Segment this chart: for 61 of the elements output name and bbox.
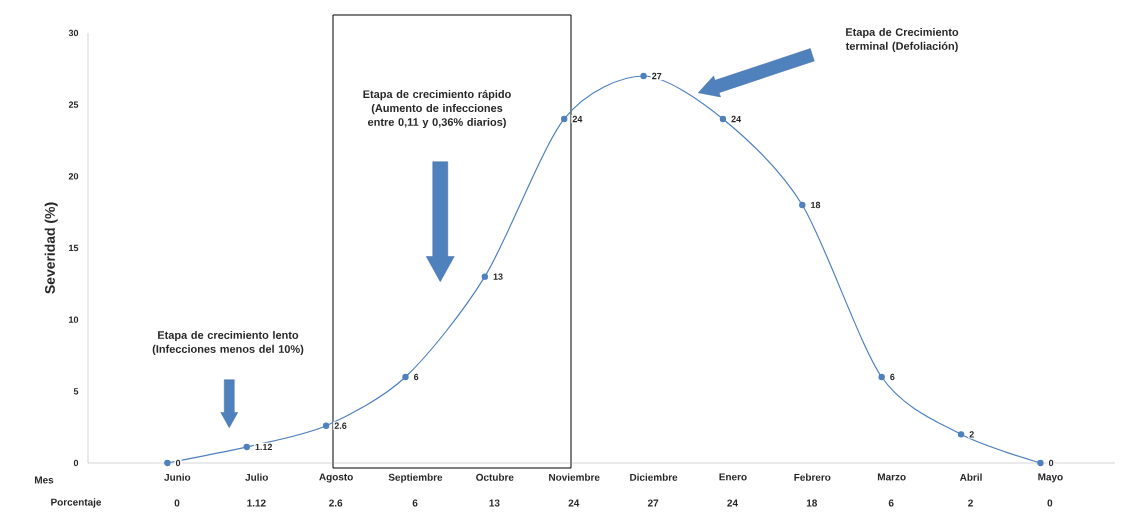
x-tick-label: Marzo [877,473,906,481]
text: 27 [647,499,659,507]
text: 24 [727,499,738,507]
point [878,373,885,381]
data-label: 2 [969,431,974,438]
data-label: 24 [731,115,742,123]
point [957,431,965,438]
text: Mes [34,476,54,484]
text: 6 [888,499,894,507]
x-tick-label: Junio [164,473,191,481]
point [164,459,171,467]
text: 2 [968,499,973,507]
y-tick-label: 20 [68,173,79,180]
y-tick-label: 30 [68,29,79,37]
x-tick-label: Noviembre [549,473,600,481]
x-tick-label: Mayo [1038,473,1063,483]
x-tick-label: Septiembre [388,473,443,483]
x-tick-label: Febrero [794,473,831,481]
point [243,443,250,451]
point [322,422,330,429]
x-tick-label: Abril [959,473,982,481]
text: 2.6 [329,499,343,507]
data-label: 6 [413,373,419,381]
text: 6 [412,499,418,507]
data-label: 27 [652,72,662,80]
annotation: Etapa de crecimiento rápido (Aumento de infecciones entre 0,11 y 0,36% diarios) [363,89,511,129]
point [561,115,568,123]
data-label: 18 [811,201,821,209]
text: 0 [1047,499,1053,507]
y-axis-title: Severidad (%) [44,202,58,294]
x-tick-label: Diciembre [630,473,678,481]
point [640,72,647,80]
point [799,201,806,209]
text: 1.12 [247,499,266,507]
y-tick-label: 5 [73,388,79,395]
x-tick-label: Octubre [476,473,514,481]
data-label: 0 [175,459,181,467]
x-tick-label: Enero [719,473,747,481]
y-tick-label: 0 [73,459,79,467]
data-label: 6 [890,373,895,381]
text: 24 [568,499,580,507]
data-label: 2.6 [334,422,347,429]
data-label: 1.12 [255,443,273,451]
text: 0 [174,499,180,507]
y-tick-label: 25 [68,101,79,108]
annotation: Etapa de Crecimiento terminal (Defoliación) [845,27,959,53]
y-tick-label: 15 [69,244,79,252]
data-label: 0 [1048,459,1054,467]
point [719,115,727,123]
data-label: 13 [493,273,503,280]
text: 18 [806,499,818,507]
point [1037,459,1044,467]
point [481,273,489,280]
x-tick-label: Julio [245,473,268,481]
data-label: 24 [572,115,583,123]
point [402,373,409,381]
text: 13 [489,499,500,507]
annotation: Etapa de crecimiento lento (Infecciones menos del 10%) [152,330,304,356]
y-tick-label: 10 [69,316,79,323]
text: Porcentaje [51,498,102,508]
x-tick-label: Agosto [319,473,353,483]
